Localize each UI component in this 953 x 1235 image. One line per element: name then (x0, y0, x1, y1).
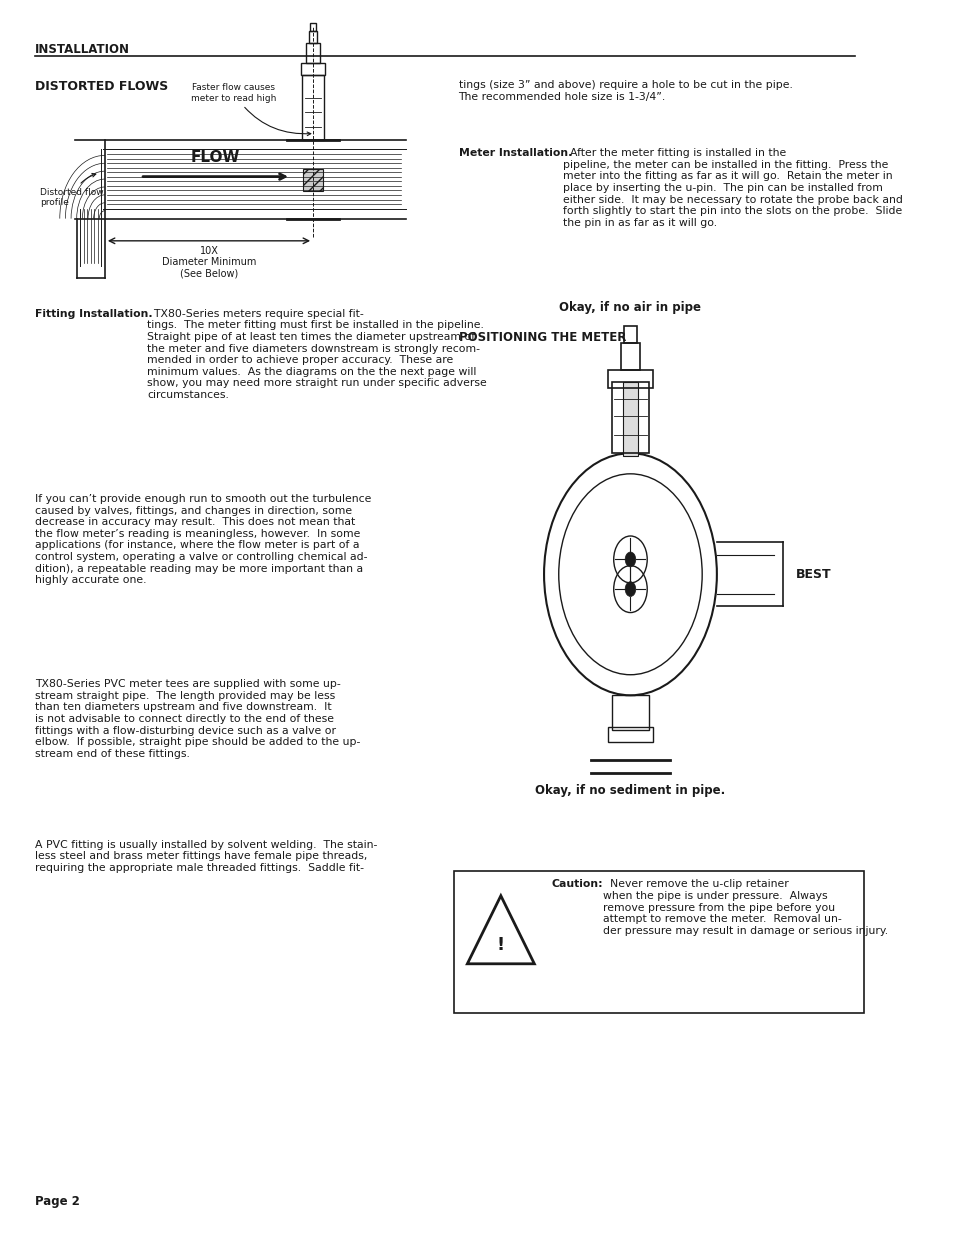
Text: DISTORTED FLOWS: DISTORTED FLOWS (35, 80, 169, 94)
Text: INSTALLATION: INSTALLATION (35, 43, 131, 57)
Bar (300, 63, 325, 75)
Text: Okay, if no air in pipe: Okay, if no air in pipe (558, 300, 700, 314)
Text: TX80-Series meters require special fit-
tings.  The meter fitting must first be : TX80-Series meters require special fit- … (147, 309, 486, 400)
Text: Okay, if no sediment in pipe.: Okay, if no sediment in pipe. (535, 784, 725, 798)
Text: tings (size 3” and above) require a hole to be cut in the pipe.
The recommended : tings (size 3” and above) require a hole… (458, 80, 792, 101)
Circle shape (624, 582, 635, 597)
Bar (309, 31, 317, 43)
Text: Never remove the u-clip retainer
when the pipe is under pressure.  Always
remove: Never remove the u-clip retainer when th… (602, 879, 887, 936)
Text: FLOW: FLOW (191, 151, 240, 165)
Text: Fitting Installation.: Fitting Installation. (35, 309, 152, 319)
Bar (620, 343, 639, 370)
Text: BEST: BEST (796, 568, 831, 580)
Bar (622, 382, 638, 456)
Bar (303, 169, 322, 191)
Text: Caution:: Caution: (551, 879, 602, 889)
Text: TX80-Series PVC meter tees are supplied with some up-
stream straight pipe.  The: TX80-Series PVC meter tees are supplied … (35, 679, 360, 758)
Text: !: ! (497, 936, 504, 955)
Bar (306, 43, 320, 63)
Text: Faster flow causes
meter to read high: Faster flow causes meter to read high (191, 83, 311, 136)
Text: After the meter fitting is installed in the
pipeline, the meter can be installed: After the meter fitting is installed in … (562, 148, 902, 227)
Text: A PVC fitting is usually installed by solvent welding.  The stain-
less steel an: A PVC fitting is usually installed by so… (35, 840, 377, 873)
Bar (302, 75, 323, 140)
Text: Meter Installation.: Meter Installation. (458, 148, 571, 158)
Bar (611, 695, 648, 730)
Text: 10X
Diameter Minimum
(See Below): 10X Diameter Minimum (See Below) (162, 246, 256, 279)
Bar (611, 382, 648, 453)
Text: Distorted flow
profile: Distorted flow profile (40, 173, 103, 207)
Bar (607, 370, 653, 388)
Circle shape (624, 552, 635, 567)
Text: If you can’t provide enough run to smooth out the turbulence
caused by valves, f: If you can’t provide enough run to smoot… (35, 494, 372, 585)
Bar (310, 23, 315, 31)
Text: Page 2: Page 2 (35, 1194, 80, 1208)
Bar (608, 727, 652, 742)
Bar (623, 326, 636, 343)
Text: POSITIONING THE METER: POSITIONING THE METER (458, 331, 625, 345)
